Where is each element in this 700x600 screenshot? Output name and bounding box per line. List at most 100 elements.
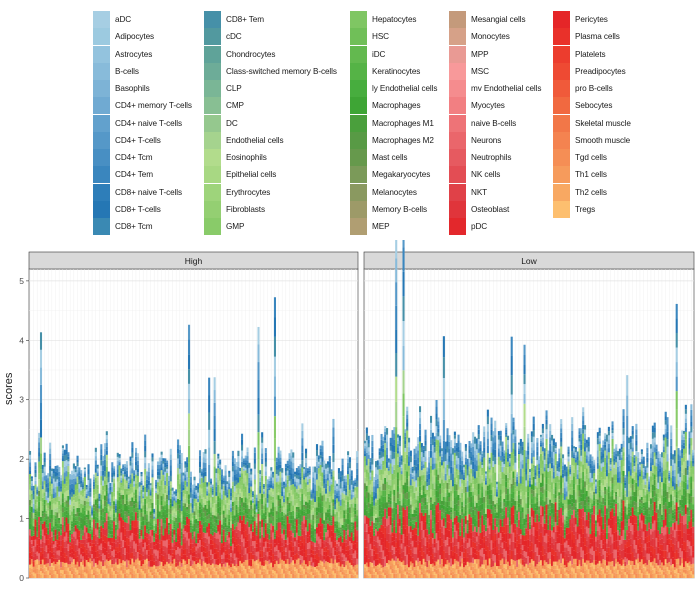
- bar-segment: [142, 498, 145, 502]
- bar-segment: [171, 487, 174, 491]
- bar-segment: [100, 470, 103, 477]
- bar-segment: [166, 561, 169, 566]
- bar-segment: [228, 489, 231, 495]
- bar-segment: [189, 513, 192, 517]
- bar-segment: [133, 486, 136, 490]
- bar-segment: [151, 569, 154, 573]
- bar-segment: [72, 522, 75, 528]
- bar-segment: [286, 552, 289, 560]
- bar-segment: [283, 529, 286, 535]
- bar-segment: [288, 464, 291, 470]
- bar-segment: [208, 493, 211, 497]
- bar-segment: [283, 518, 286, 521]
- bar-segment: [61, 547, 64, 555]
- bar-segment: [264, 535, 267, 542]
- bar-segment: [74, 574, 77, 578]
- bar-segment: [32, 515, 35, 519]
- bar-segment: [328, 461, 331, 468]
- bar-segment: [58, 559, 61, 565]
- bar-segment: [67, 454, 70, 457]
- bar-segment: [336, 536, 339, 541]
- bar-segment: [281, 491, 284, 497]
- bar-segment: [347, 490, 350, 497]
- bar-segment: [297, 568, 300, 574]
- bar-segment: [354, 571, 357, 575]
- bar-segment: [151, 482, 154, 488]
- bar-segment: [89, 525, 92, 529]
- bar-segment: [60, 480, 63, 484]
- bar-segment: [60, 528, 63, 531]
- bar-segment: [241, 491, 244, 499]
- bar-segment: [158, 568, 161, 572]
- bar-segment: [323, 474, 326, 479]
- bar-segment: [235, 551, 238, 558]
- bar-segment: [273, 555, 276, 560]
- bar-segment: [268, 567, 271, 571]
- bar-segment: [94, 574, 97, 578]
- bar-segment: [206, 564, 209, 568]
- bar-segment: [124, 535, 127, 542]
- bar-segment: [80, 473, 83, 477]
- bar-segment: [297, 563, 300, 569]
- bar-segment: [160, 470, 163, 476]
- bar-segment: [251, 528, 255, 532]
- bar-segment: [71, 548, 74, 553]
- bar-segment: [158, 516, 161, 523]
- bar-segment: [145, 521, 149, 526]
- bar-segment: [118, 573, 121, 578]
- bar-segment: [61, 524, 64, 533]
- bar-segment: [131, 539, 134, 546]
- bar-segment: [195, 490, 198, 493]
- bar-segment: [202, 472, 205, 478]
- bar-segment: [326, 536, 330, 543]
- bar-segment: [82, 539, 85, 544]
- legend-swatch: [204, 218, 221, 235]
- bar-segment: [261, 574, 264, 578]
- bar-segment: [177, 492, 180, 499]
- bar-segment: [284, 471, 287, 476]
- bar-segment: [202, 502, 205, 508]
- bar-segment: [107, 561, 110, 566]
- bar-segment: [151, 513, 154, 520]
- bar-segment: [253, 468, 256, 475]
- bar-segment: [63, 557, 66, 563]
- bar-segment: [60, 567, 63, 570]
- bar-segment: [164, 505, 167, 510]
- bar-segment: [244, 460, 247, 463]
- bar-segment: [226, 566, 229, 571]
- bar-segment: [96, 508, 99, 513]
- bar-segment: [140, 554, 143, 561]
- bar-segment: [178, 561, 181, 566]
- bar-segment: [69, 494, 72, 500]
- bar-segment: [200, 538, 203, 546]
- bar-segment: [275, 545, 278, 551]
- bar-segment: [202, 569, 205, 574]
- bar-segment: [180, 482, 183, 492]
- bar-segment: [129, 571, 132, 575]
- bar-segment: [235, 522, 238, 527]
- bar-segment: [155, 538, 158, 545]
- bar-segment: [195, 523, 198, 529]
- bar-segment: [304, 487, 308, 492]
- bar-segment: [321, 512, 324, 519]
- bar-segment: [122, 486, 125, 491]
- bar-segment: [304, 505, 308, 509]
- bar-segment: [317, 529, 320, 537]
- bar-segment: [272, 511, 275, 517]
- bar-segment: [177, 522, 180, 529]
- bar-segment: [317, 473, 320, 480]
- bar-segment: [169, 555, 172, 563]
- bar-segment: [306, 476, 309, 480]
- legend-label: CD4+ naive T-cells: [115, 118, 182, 128]
- bar-segment: [105, 466, 108, 473]
- bar-segment: [304, 458, 308, 464]
- bar-segment: [241, 461, 244, 468]
- bar-segment: [354, 536, 357, 544]
- bar-segment: [283, 507, 286, 511]
- bar-segment: [39, 453, 43, 470]
- bar-segment: [175, 537, 178, 543]
- bar-segment: [135, 470, 138, 475]
- bar-segment: [242, 523, 245, 532]
- bar-segment: [301, 445, 304, 453]
- bar-segment: [131, 468, 134, 474]
